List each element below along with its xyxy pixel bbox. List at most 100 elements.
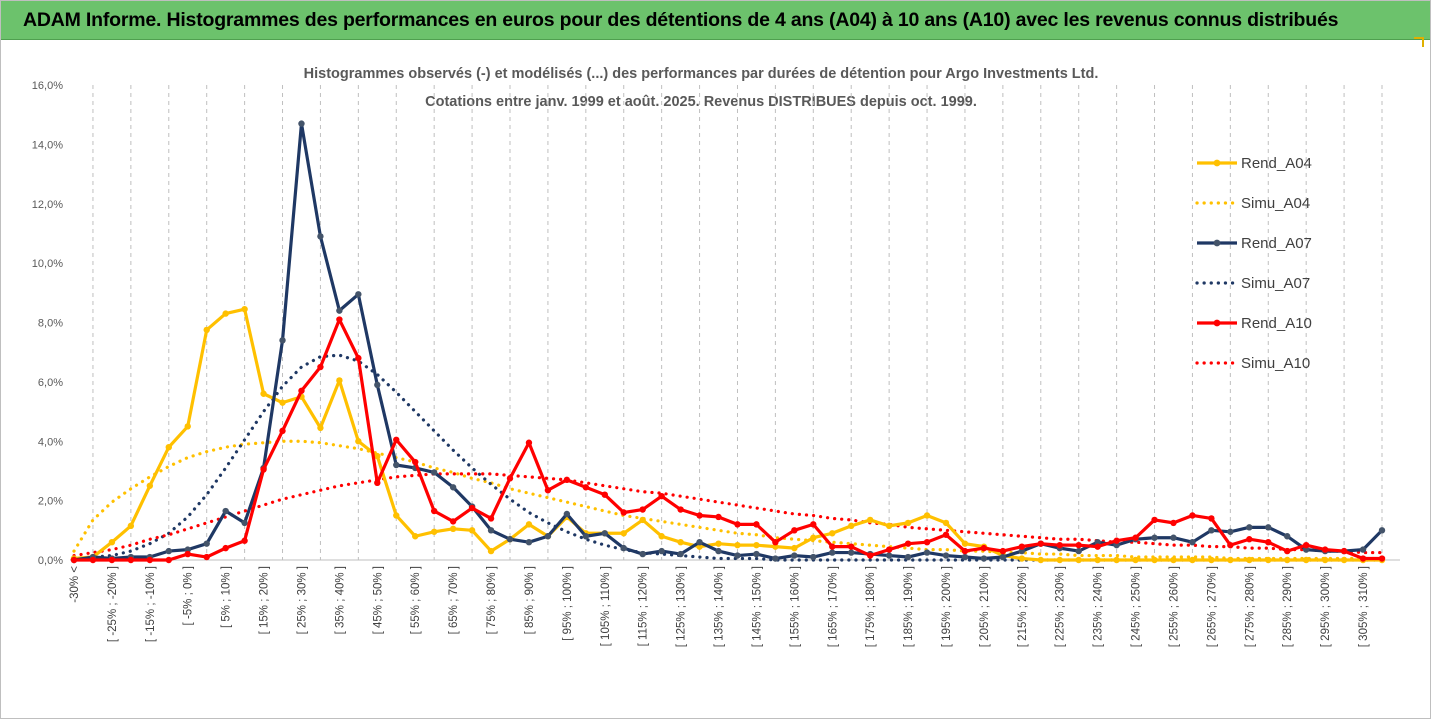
x-tick-label: [ 5% ; 10% ]: [221, 566, 233, 628]
data-point: [506, 475, 514, 482]
data-point: [430, 528, 438, 535]
data-point: [449, 518, 457, 525]
data-point: [1151, 516, 1158, 524]
y-tick-label: 6,0%: [38, 377, 63, 389]
data-point: [1284, 556, 1291, 564]
x-tick-label: -30% <: [69, 566, 81, 603]
data-point: [336, 377, 343, 384]
data-point: [658, 547, 665, 555]
data-point: [468, 504, 476, 512]
y-tick-label: 10,0%: [32, 258, 63, 270]
data-point: [317, 424, 324, 432]
data-point: [1113, 537, 1120, 544]
legend-label: Simu_A10: [1241, 355, 1310, 372]
data-point: [487, 527, 495, 534]
data-point: [222, 544, 229, 552]
data-point: [374, 381, 381, 389]
data-point: [317, 363, 324, 371]
x-tick-label: [ 45% ; 50% ]: [372, 566, 384, 634]
data-point: [753, 541, 760, 549]
data-point: [885, 546, 893, 553]
x-tick-label: [ 285% ; 290% ]: [1282, 566, 1294, 647]
x-tick-label: [ -15% ; -10% ]: [145, 566, 157, 642]
data-point: [942, 531, 950, 538]
x-tick-label: [ 305% ; 310% ]: [1358, 566, 1370, 647]
data-point: [260, 390, 267, 397]
data-point: [658, 533, 665, 540]
data-point: [829, 530, 836, 537]
x-tick-label: [ 115% ; 120% ]: [638, 566, 650, 646]
data-point: [1302, 556, 1310, 564]
x-tick-label: [ 215% ; 220% ]: [1017, 566, 1029, 647]
x-tick-label: [ 105% ; 110% ]: [600, 566, 612, 646]
data-point: [942, 519, 950, 527]
data-point: [1075, 547, 1082, 555]
data-point: [848, 522, 855, 530]
data-point: [184, 423, 191, 430]
data-point: [829, 549, 836, 556]
data-point: [487, 547, 495, 555]
data-point: [1037, 556, 1044, 564]
data-point: [810, 521, 817, 528]
x-tick-label: [ 85% ; 90% ]: [524, 566, 536, 634]
legend-item-rend-a07: Rend_A07: [1197, 235, 1312, 252]
data-point: [999, 547, 1007, 555]
data-point: [866, 516, 874, 524]
data-point: [1265, 556, 1272, 564]
x-tick-label: [ 125% ; 130% ]: [676, 566, 688, 647]
data-point: [1359, 555, 1367, 562]
data-point: [108, 556, 116, 564]
data-point: [203, 553, 210, 561]
data-point: [734, 541, 741, 549]
y-tick-label: 0,0%: [38, 555, 63, 567]
data-point: [1018, 547, 1026, 555]
data-point: [1132, 556, 1139, 564]
data-point: [1340, 556, 1348, 564]
data-point: [696, 538, 703, 546]
data-point: [279, 399, 286, 406]
x-axis: -30% < [ -25% ; -20% ] [ -15% ; -10% ] [ -5…: [69, 566, 1370, 647]
data-point: [810, 534, 817, 541]
data-point: [222, 507, 229, 515]
legend-label: Rend_A10: [1241, 315, 1312, 332]
x-tick-label: [ 295% ; 300% ]: [1320, 566, 1332, 647]
series-line-simu-a07: [72, 353, 1384, 562]
data-point: [279, 337, 286, 344]
data-point: [601, 530, 608, 537]
y-tick-label: 14,0%: [32, 139, 63, 151]
data-point: [487, 515, 495, 522]
series-line-simu-a10: [72, 472, 1384, 558]
data-point: [885, 552, 893, 559]
data-point: [677, 538, 684, 546]
legend-item-rend-a04: Rend_A04: [1197, 155, 1312, 172]
data-point: [544, 533, 552, 540]
data-point: [1246, 536, 1253, 543]
data-point: [563, 476, 571, 484]
data-point: [1151, 556, 1158, 564]
legend: Rend_A04 Simu_A04 Rend_A07 Simu_A07 Rend_A10…: [1195, 155, 1312, 372]
data-point: [1056, 541, 1063, 549]
data-point: [1378, 555, 1386, 562]
report-banner: ADAM Informe. Histogrammes des performan…: [1, 1, 1430, 40]
series-rend-a10: [70, 316, 1386, 564]
data-point: [563, 510, 571, 518]
y-tick-label: 4,0%: [38, 436, 63, 448]
report-title: ADAM Informe. Histogrammes des performan…: [23, 9, 1339, 31]
data-point: [506, 536, 514, 543]
data-point: [791, 544, 798, 552]
data-point: [430, 469, 438, 476]
data-point: [923, 549, 931, 556]
series-line-rend-a07: [73, 121, 1384, 562]
series-line-rend-a04: [73, 307, 1382, 562]
legend-label: Simu_A07: [1241, 275, 1310, 292]
data-point: [1227, 541, 1234, 549]
data-point: [184, 546, 191, 553]
x-tick-label: [ 205% ; 210% ]: [979, 566, 991, 647]
legend-label: Simu_A04: [1241, 195, 1310, 212]
data-point: [715, 540, 722, 547]
data-point: [393, 436, 400, 443]
data-point: [829, 543, 836, 550]
data-point: [1075, 556, 1082, 564]
data-point: [1170, 519, 1177, 527]
data-point: [525, 538, 533, 546]
